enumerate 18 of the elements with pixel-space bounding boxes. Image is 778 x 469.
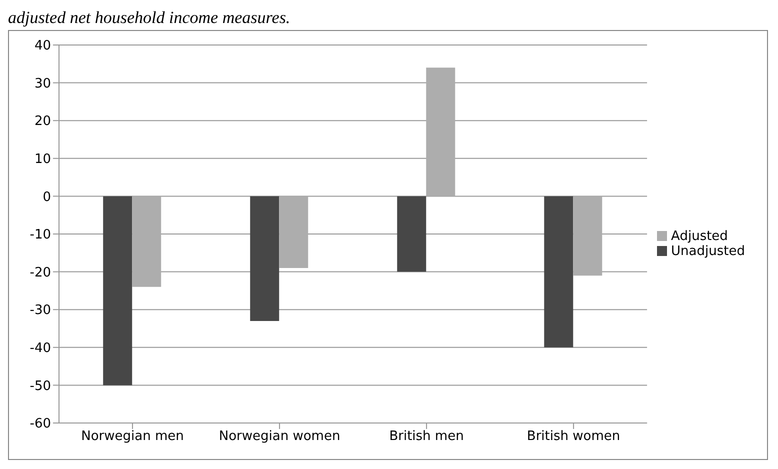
y-tick-label: 30 <box>34 76 51 92</box>
y-tick-label: -60 <box>30 416 51 432</box>
y-tick-label: -40 <box>30 341 51 356</box>
y-tick-label: -10 <box>30 228 51 243</box>
legend-label: Unadjusted <box>671 244 745 259</box>
x-tick-label: British men <box>389 429 464 444</box>
y-tick-label: 40 <box>34 38 51 54</box>
y-tick-label: -30 <box>30 303 51 318</box>
x-tick-label: Norwegian women <box>218 429 340 444</box>
y-tick-label: 20 <box>34 114 51 130</box>
legend-label: Adjusted <box>671 229 728 244</box>
y-tick-label: -50 <box>30 378 51 394</box>
x-tick-label: British women <box>526 429 620 444</box>
x-tick-label: Norwegian men <box>81 429 184 444</box>
y-tick-label: 10 <box>34 152 51 168</box>
y-tick-label: 0 <box>42 190 51 205</box>
chart-title: adjusted net household income measures. <box>8 8 292 29</box>
y-tick-label: -20 <box>30 265 51 280</box>
